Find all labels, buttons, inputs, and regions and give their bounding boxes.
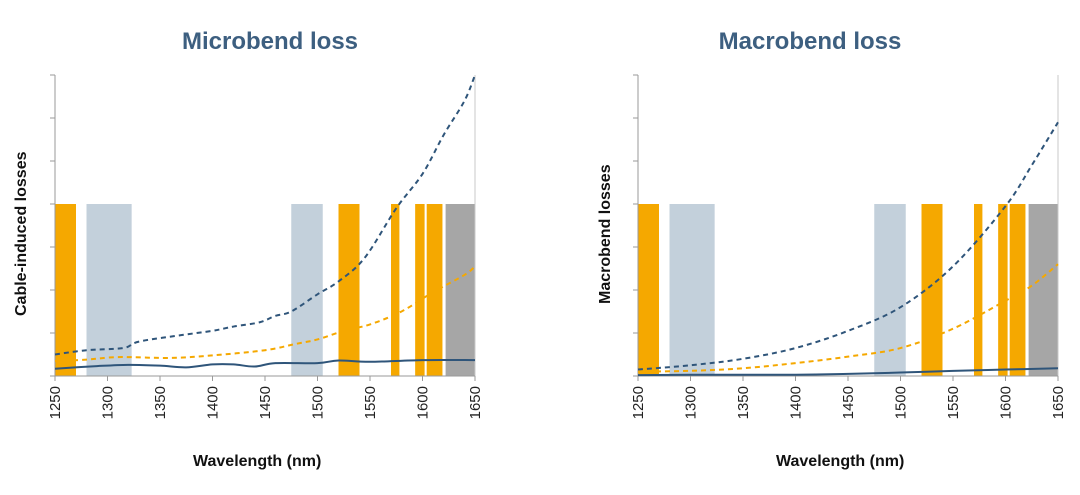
series-line-1 [54, 265, 476, 362]
x-tick-label-1500: 1500 [310, 386, 327, 419]
series-line-2 [637, 367, 1059, 377]
wavelength-band-3 [921, 204, 943, 376]
wavelength-band-2 [291, 204, 323, 376]
series-line-0 [54, 74, 476, 356]
x-tick-label-1650: 1650 [1050, 386, 1067, 419]
chart-title: Microbend loss [181, 28, 359, 55]
x-tick-label-1600: 1600 [415, 386, 432, 419]
wavelength-band-5 [415, 204, 425, 376]
y-axis-label: Cable-induced losses [13, 151, 30, 317]
x-tick-label-1400: 1400 [205, 386, 222, 419]
macrobend-plot: 1250 1300 1350 1400 1450 1500 1550 1600 1650 [630, 74, 1067, 419]
x-tick-label-1600: 1600 [998, 386, 1015, 419]
wavelength-band-0 [638, 204, 659, 376]
wavelength-band-5 [998, 204, 1008, 376]
chart-title: Macrobend loss [718, 28, 902, 55]
x-tick-label-1500: 1500 [893, 386, 910, 419]
series-line-2 [54, 358, 476, 370]
macrobend-chart: Macrobend loss 1250 1300 1350 1400 1450 1500 1… [540, 0, 1080, 495]
series-line-1 [637, 263, 1059, 373]
wavelength-band-6 [1009, 204, 1026, 376]
microbend-plot: 1250 1300 1350 1400 1450 1500 1550 1600 1650 [47, 74, 484, 419]
wavelength-band-4 [974, 204, 983, 376]
x-tick-label-1400: 1400 [788, 386, 805, 419]
microbend-chart: Microbend loss 1250 1300 1350 1400 1450 1500 1… [13, 28, 484, 470]
x-tick-label-1450: 1450 [257, 386, 274, 419]
wavelength-band-3 [338, 204, 360, 376]
x-tick-label-1300: 1300 [683, 386, 700, 419]
wavelength-band-0 [55, 204, 76, 376]
wavelength-band-6 [426, 204, 443, 376]
x-tick-label-1250: 1250 [630, 386, 647, 419]
x-tick-label-1300: 1300 [100, 386, 117, 419]
wavelength-band-1 [86, 204, 132, 376]
x-axis-label: Wavelength (nm) [193, 453, 322, 470]
x-tick-label-1250: 1250 [47, 386, 64, 419]
series-line-0 [637, 121, 1059, 371]
x-tick-label-1350: 1350 [152, 386, 169, 419]
x-tick-label-1350: 1350 [735, 386, 752, 419]
x-tick-label-1550: 1550 [362, 386, 379, 419]
wavelength-band-1 [669, 204, 715, 376]
y-axis-label: Macrobend losses [597, 164, 614, 304]
wavelength-band-4 [391, 204, 400, 376]
x-tick-label-1450: 1450 [840, 386, 857, 419]
x-tick-label-1550: 1550 [945, 386, 962, 419]
wavelength-band-7 [1028, 204, 1058, 376]
wavelength-band-7 [445, 204, 475, 376]
x-tick-label-1650: 1650 [467, 386, 484, 419]
x-axis-label: Wavelength (nm) [776, 453, 905, 470]
